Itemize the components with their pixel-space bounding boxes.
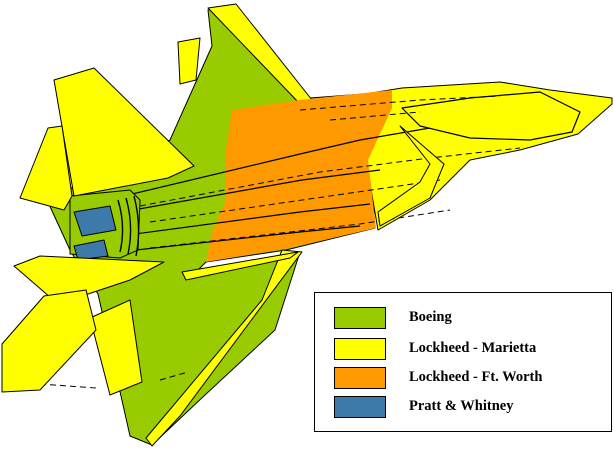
vertical-tail-upper <box>53 67 195 197</box>
upper-wing-tip <box>177 37 201 85</box>
engine-nozzle-upper <box>73 205 117 237</box>
legend-swatch-lockheed-ft-worth <box>334 367 386 389</box>
intake-strip-lower <box>181 251 299 281</box>
legend-swatch-lockheed-marietta <box>334 338 386 360</box>
horizontal-stabilizer-lower <box>1 289 97 393</box>
lower-wing-leading-edge <box>145 249 303 447</box>
intake-strip-upper <box>377 125 445 227</box>
legend-item-boeing: Boeing <box>315 307 611 331</box>
legend-item-lockheed-marietta: Lockheed - Marietta <box>315 338 611 362</box>
legend: Boeing Lockheed - Marietta Lockheed - Ft… <box>314 292 612 432</box>
horizontal-stabilizer-upper <box>19 125 73 211</box>
legend-label-boeing: Boeing <box>409 309 452 325</box>
lower-wing-flap <box>89 299 143 396</box>
legend-item-lockheed-ft-worth: Lockheed - Ft. Worth <box>315 367 611 391</box>
legend-label-lockheed-ft-worth: Lockheed - Ft. Worth <box>409 369 543 385</box>
legend-item-pratt-whitney: Pratt & Whitney <box>315 396 611 420</box>
nozzle-rings <box>117 195 140 257</box>
fuselage-spine <box>117 127 431 253</box>
legend-label-lockheed-marietta: Lockheed - Marietta <box>409 340 537 356</box>
legend-label-pratt-whitney: Pratt & Whitney <box>409 398 514 414</box>
legend-swatch-boeing <box>334 307 386 329</box>
engine-nozzle-lower <box>73 239 109 261</box>
legend-swatch-pratt-whitney <box>334 396 386 418</box>
panel-lines-dashed <box>39 95 521 389</box>
